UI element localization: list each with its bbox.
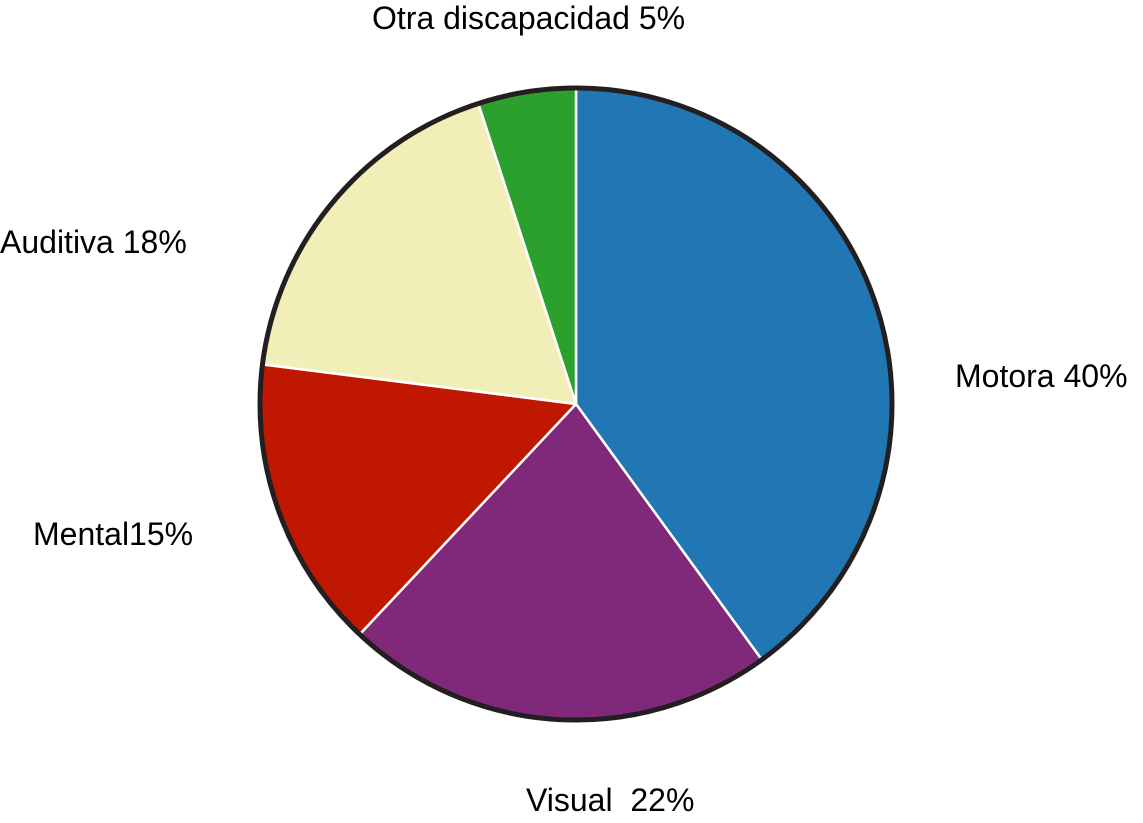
slice-label-mental: Mental15%: [33, 516, 193, 552]
slice-label-otra-discapacidad: Otra discapacidad 5%: [372, 0, 685, 36]
slice-label-auditiva: Auditiva 18%: [0, 224, 187, 260]
slice-label-visual: Visual 22%: [526, 782, 694, 818]
slice-label-motora: Motora 40%: [955, 358, 1128, 394]
pie-outline: [257, 85, 895, 723]
pie-slices: [258, 86, 894, 722]
